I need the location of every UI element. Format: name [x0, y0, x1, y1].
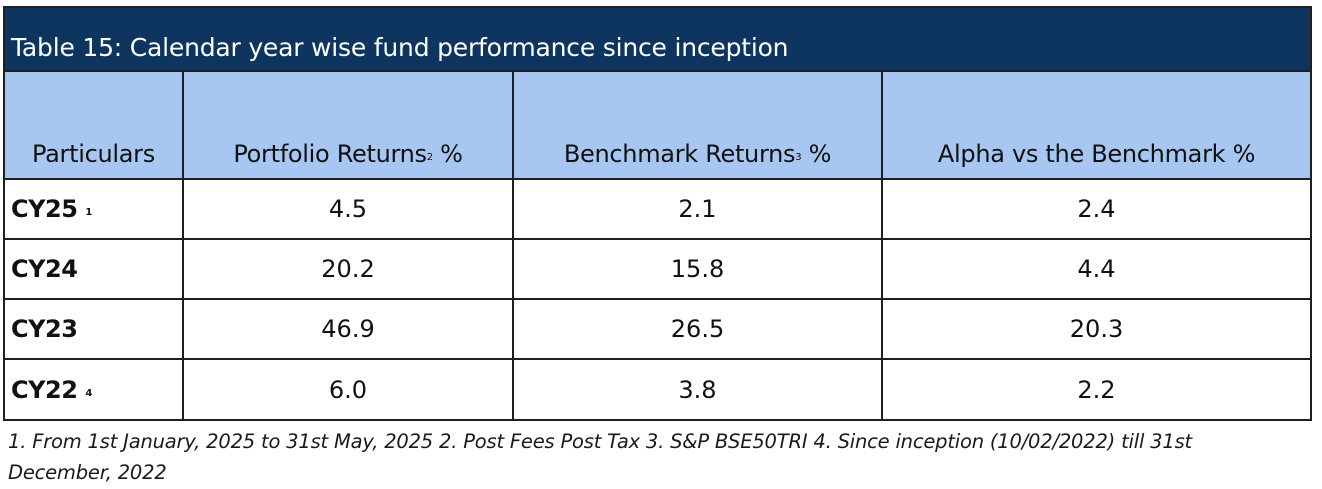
portfolio-return-cell: 4.5 [182, 179, 513, 240]
performance-table: Particulars Portfolio Returns2 % Benchma… [5, 72, 1310, 419]
portfolio-return-cell: 46.9 [182, 299, 513, 360]
footnote-marker: 4 [85, 387, 92, 399]
benchmark-return-cell: 2.1 [512, 179, 882, 240]
header-particulars: Particulars [5, 72, 183, 180]
header-portfolio-returns: Portfolio Returns2 % [182, 72, 513, 180]
alpha-cell: 2.2 [881, 359, 1310, 419]
header-alpha: Alpha vs the Benchmark % [881, 72, 1310, 180]
portfolio-return-cell: 6.0 [182, 359, 513, 419]
footnote-marker: 1 [85, 207, 92, 218]
table-row: CY23 46.9 26.5 20.3 [5, 299, 1310, 360]
benchmark-return-cell: 15.8 [512, 239, 882, 300]
portfolio-return-cell: 20.2 [182, 239, 513, 300]
footnote-marker: 3 [795, 152, 802, 163]
table-row: CY25 1 4.5 2.1 2.4 [5, 179, 1310, 240]
alpha-cell: 4.4 [881, 239, 1310, 300]
benchmark-return-cell: 26.5 [512, 299, 882, 360]
table-footnote: 1. From 1st January, 2025 to 31st May, 2… [8, 430, 1192, 484]
header-row: Particulars Portfolio Returns2 % Benchma… [5, 72, 1310, 180]
table-row: CY22 4 6.0 3.8 2.2 [5, 359, 1310, 419]
alpha-cell: 20.3 [881, 299, 1310, 360]
benchmark-return-cell: 3.8 [512, 359, 882, 419]
footnote-marker: 2 [426, 152, 433, 163]
row-label-cy23: CY23 [5, 299, 183, 360]
table-row: CY24 20.2 15.8 4.4 [5, 239, 1310, 300]
row-label-cy25: CY25 1 [5, 179, 183, 240]
row-label-cy24: CY24 [5, 239, 183, 300]
table-title: Table 15: Calendar year wise fund perfor… [5, 8, 1310, 72]
row-label-cy22: CY22 4 [11, 375, 92, 404]
performance-table-container: Table 15: Calendar year wise fund perfor… [3, 6, 1312, 421]
header-benchmark-returns: Benchmark Returns3 % [512, 72, 882, 180]
alpha-cell: 2.4 [881, 179, 1310, 240]
